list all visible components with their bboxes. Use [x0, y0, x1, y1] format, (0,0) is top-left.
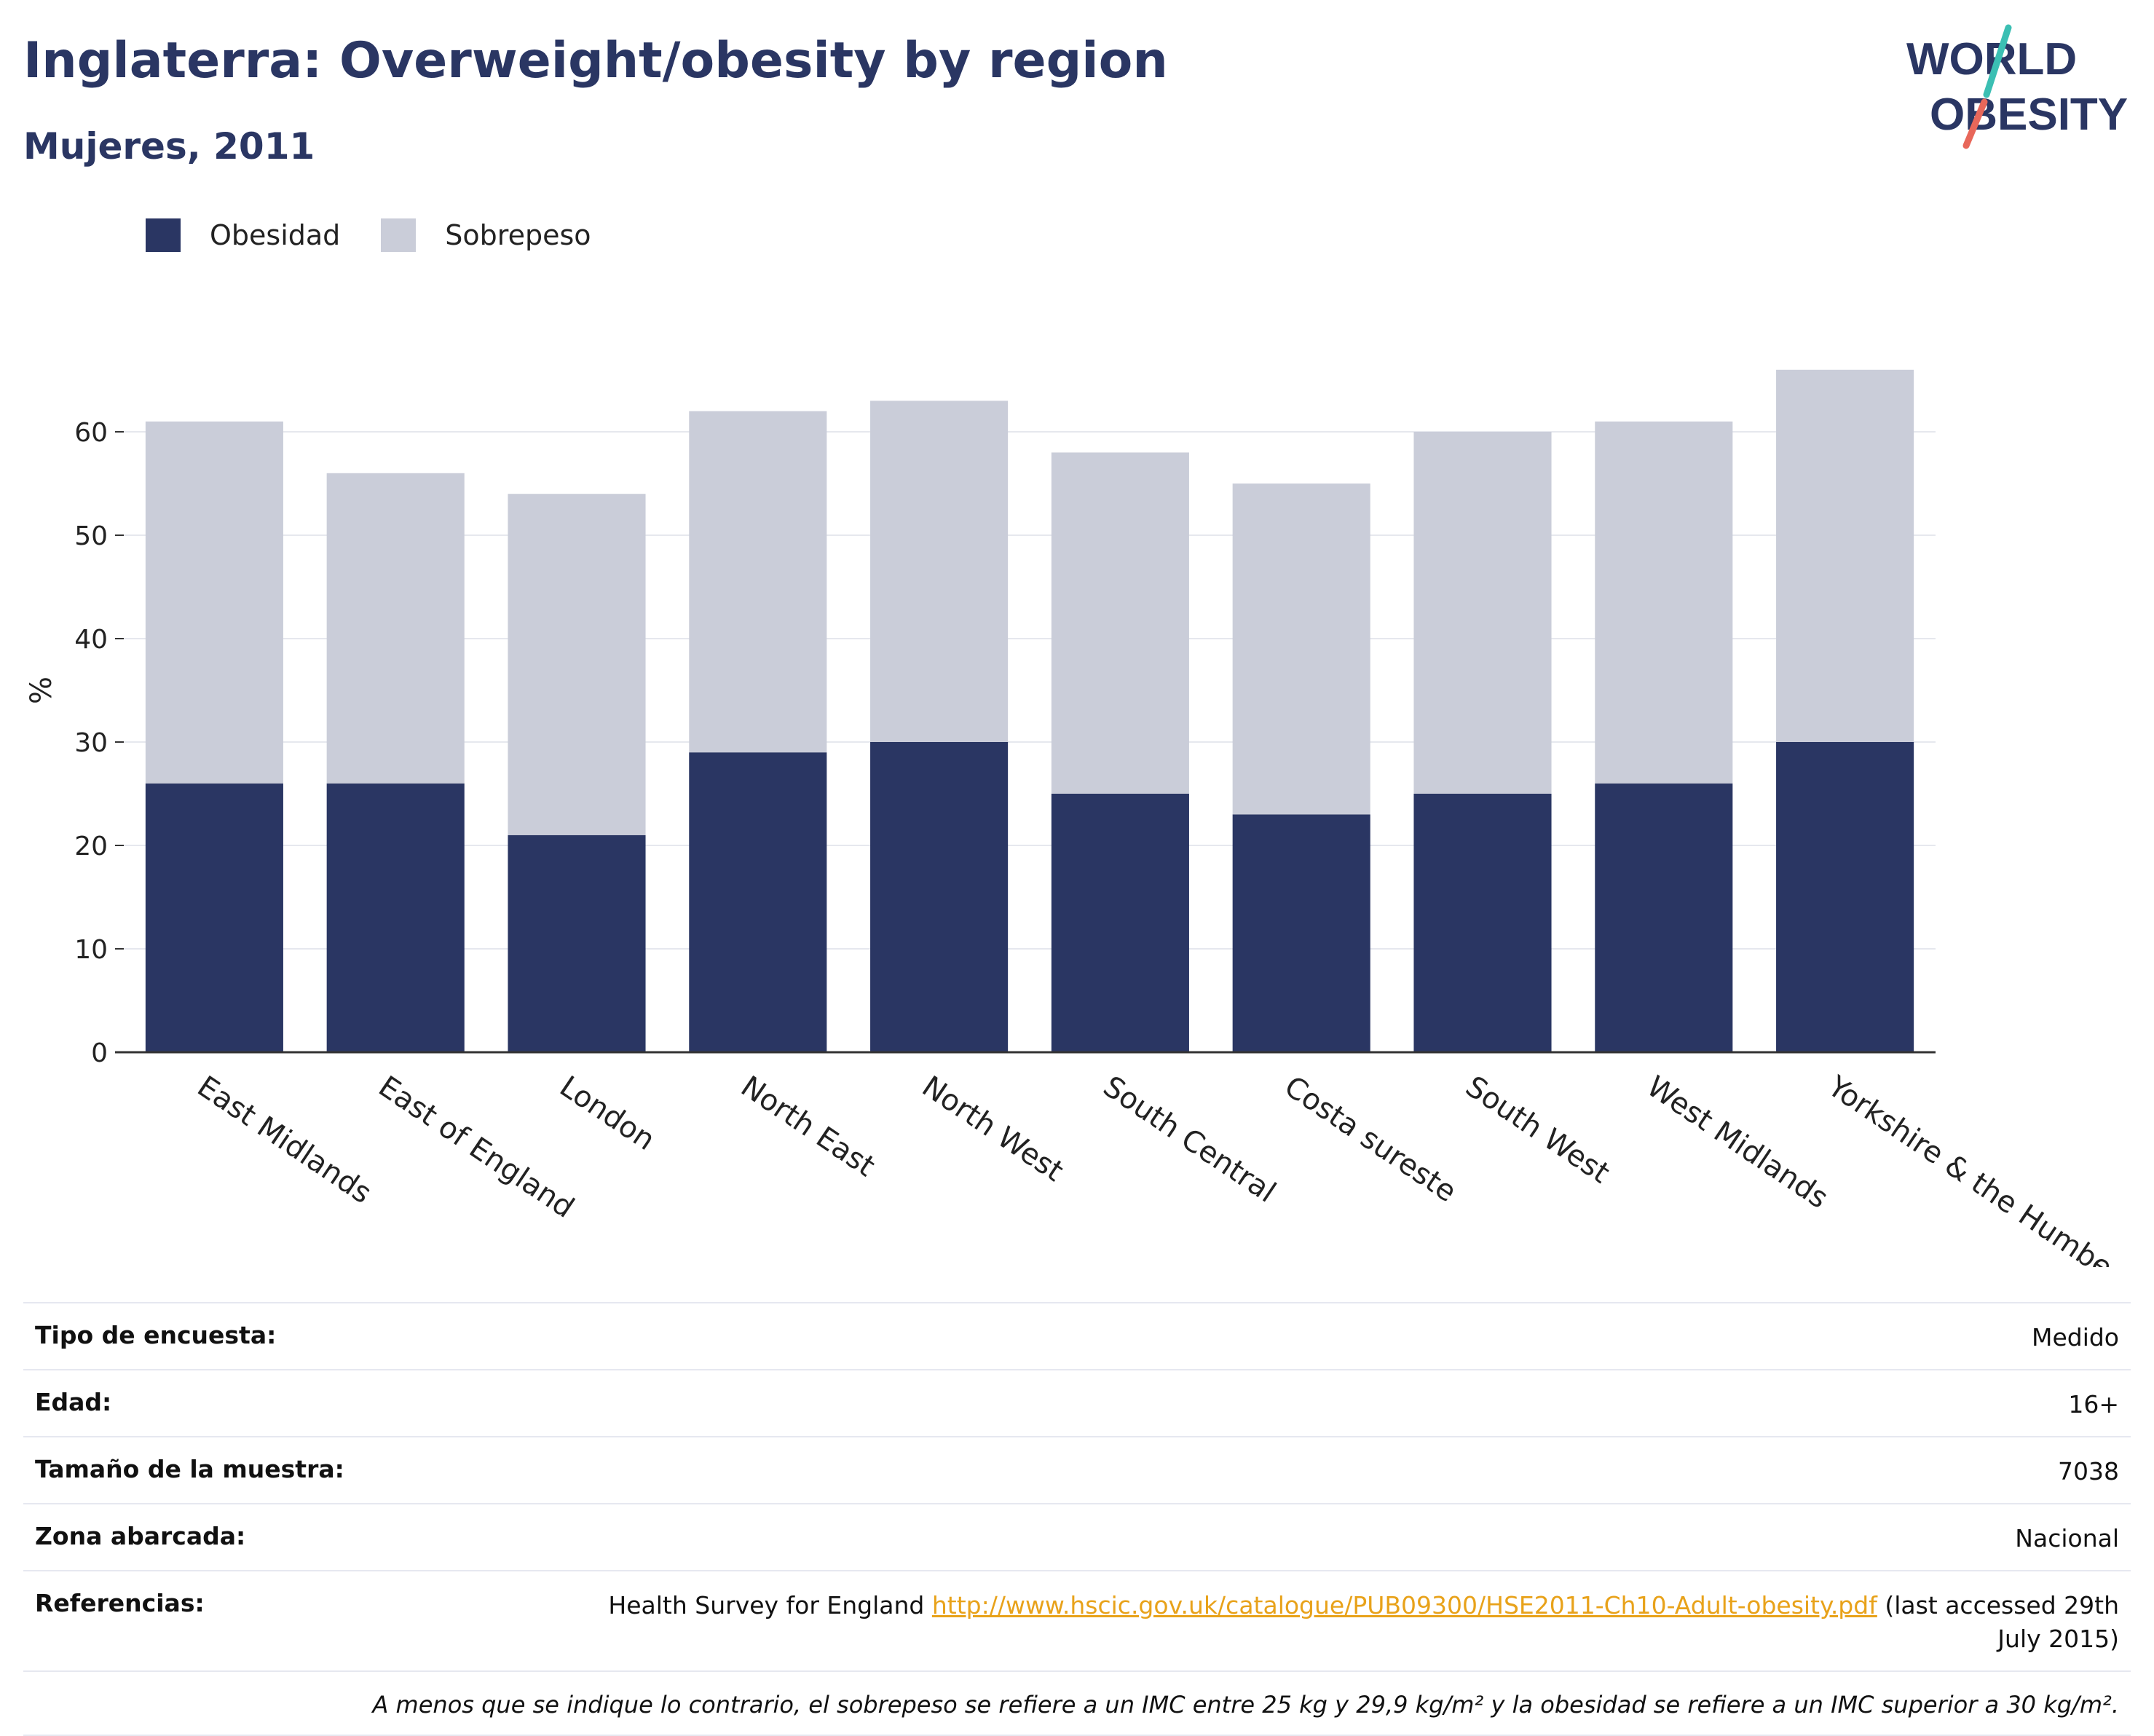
bar-sobrepeso — [870, 401, 1009, 742]
x-tick-label: London — [553, 1070, 660, 1157]
bar-obesidad — [1776, 742, 1914, 1052]
x-tick-label: North West — [916, 1070, 1070, 1188]
x-tick-label: North East — [735, 1070, 881, 1183]
bar-sobrepeso — [508, 494, 646, 835]
chart-legend: Obesidad Sobrepeso — [146, 218, 632, 252]
legend-item-sobrepeso[interactable]: Sobrepeso — [381, 218, 591, 252]
bar-obesidad — [1051, 794, 1189, 1052]
meta-row-survey-type: Tipo de encuesta: Medido — [23, 1302, 2131, 1369]
bar-obesidad — [1232, 814, 1370, 1052]
reference-link[interactable]: http://www.hscic.gov.uk/catalogue/PUB093… — [931, 1591, 1877, 1619]
x-tick-label: West Midlands — [1641, 1070, 1834, 1215]
x-tick-label: South West — [1459, 1070, 1615, 1190]
bar-obesidad — [1413, 794, 1552, 1052]
legend-item-obesidad[interactable]: Obesidad — [146, 218, 340, 252]
y-tick-label: 60 — [74, 418, 108, 448]
y-tick-label: 30 — [74, 728, 108, 758]
bar-obesidad — [508, 835, 646, 1052]
meta-label: Edad: — [35, 1388, 112, 1416]
meta-value: Medido — [2031, 1323, 2119, 1352]
reference-accessed: (last accessed 29th July 2015) — [1877, 1591, 2119, 1653]
x-tick-label: East of England — [373, 1070, 580, 1225]
meta-row-area: Zona abarcada: Nacional — [23, 1503, 2131, 1570]
meta-label: Tamaño de la muestra: — [35, 1455, 344, 1483]
bar-obesidad — [145, 783, 283, 1052]
x-tick-label: Costa sureste — [1279, 1070, 1463, 1209]
bar-sobrepeso — [1595, 421, 1733, 784]
definition-note: A menos que se indique lo contrario, el … — [23, 1670, 2131, 1736]
chart-title: Inglaterra: Overweight/obesity by region — [23, 32, 1168, 90]
bar-sobrepeso — [1776, 369, 1914, 742]
meta-value: 7038 — [2058, 1457, 2119, 1486]
bar-sobrepeso — [689, 411, 827, 753]
meta-label: Zona abarcada: — [35, 1522, 246, 1550]
reference-source: Health Survey for England — [608, 1591, 932, 1619]
y-tick-label: 20 — [74, 832, 108, 861]
bar-sobrepeso — [1232, 484, 1370, 815]
bar-sobrepeso — [1413, 432, 1552, 794]
y-tick-label: 50 — [74, 521, 108, 551]
logo-line2: OBESITY — [1930, 90, 2128, 140]
meta-row-sample-size: Tamaño de la muestra: 7038 — [23, 1436, 2131, 1503]
y-tick-label: 10 — [74, 935, 108, 965]
legend-label-sobrepeso: Sobrepeso — [445, 219, 591, 251]
legend-swatch-sobrepeso — [381, 218, 417, 252]
metadata-table: Tipo de encuesta: Medido Edad: 16+ Tamañ… — [23, 1302, 2131, 1736]
chart-subtitle: Mujeres, 2011 — [23, 125, 315, 167]
bar-obesidad — [870, 742, 1009, 1052]
x-tick-label: East Midlands — [192, 1070, 378, 1210]
bar-obesidad — [689, 752, 827, 1052]
y-tick-label: 40 — [74, 625, 108, 655]
world-obesity-logo: WORLD OBESITY — [1906, 24, 2128, 149]
bar-sobrepeso — [1051, 452, 1189, 794]
y-axis-label: % — [25, 676, 58, 704]
bar-obesidad — [1595, 783, 1733, 1052]
meta-value: Health Survey for England http://www.hsc… — [590, 1589, 2119, 1656]
meta-row-references: Referencias: Health Survey for England h… — [23, 1570, 2131, 1670]
bar-obesidad — [326, 783, 465, 1052]
meta-label: Referencias: — [35, 1589, 205, 1617]
legend-swatch-obesidad — [146, 218, 181, 252]
meta-value: 16+ — [2068, 1390, 2119, 1419]
bar-sobrepeso — [145, 421, 283, 784]
x-tick-label: Yorkshire & the Humber — [1821, 1069, 2129, 1267]
meta-value: Nacional — [2015, 1524, 2119, 1552]
y-tick-label: 0 — [91, 1038, 108, 1068]
legend-label-obesidad: Obesidad — [210, 219, 341, 251]
meta-row-age: Edad: 16+ — [23, 1369, 2131, 1436]
bar-sobrepeso — [326, 473, 465, 784]
x-tick-label: South Central — [1097, 1070, 1282, 1210]
meta-label: Tipo de encuesta: — [35, 1321, 277, 1349]
